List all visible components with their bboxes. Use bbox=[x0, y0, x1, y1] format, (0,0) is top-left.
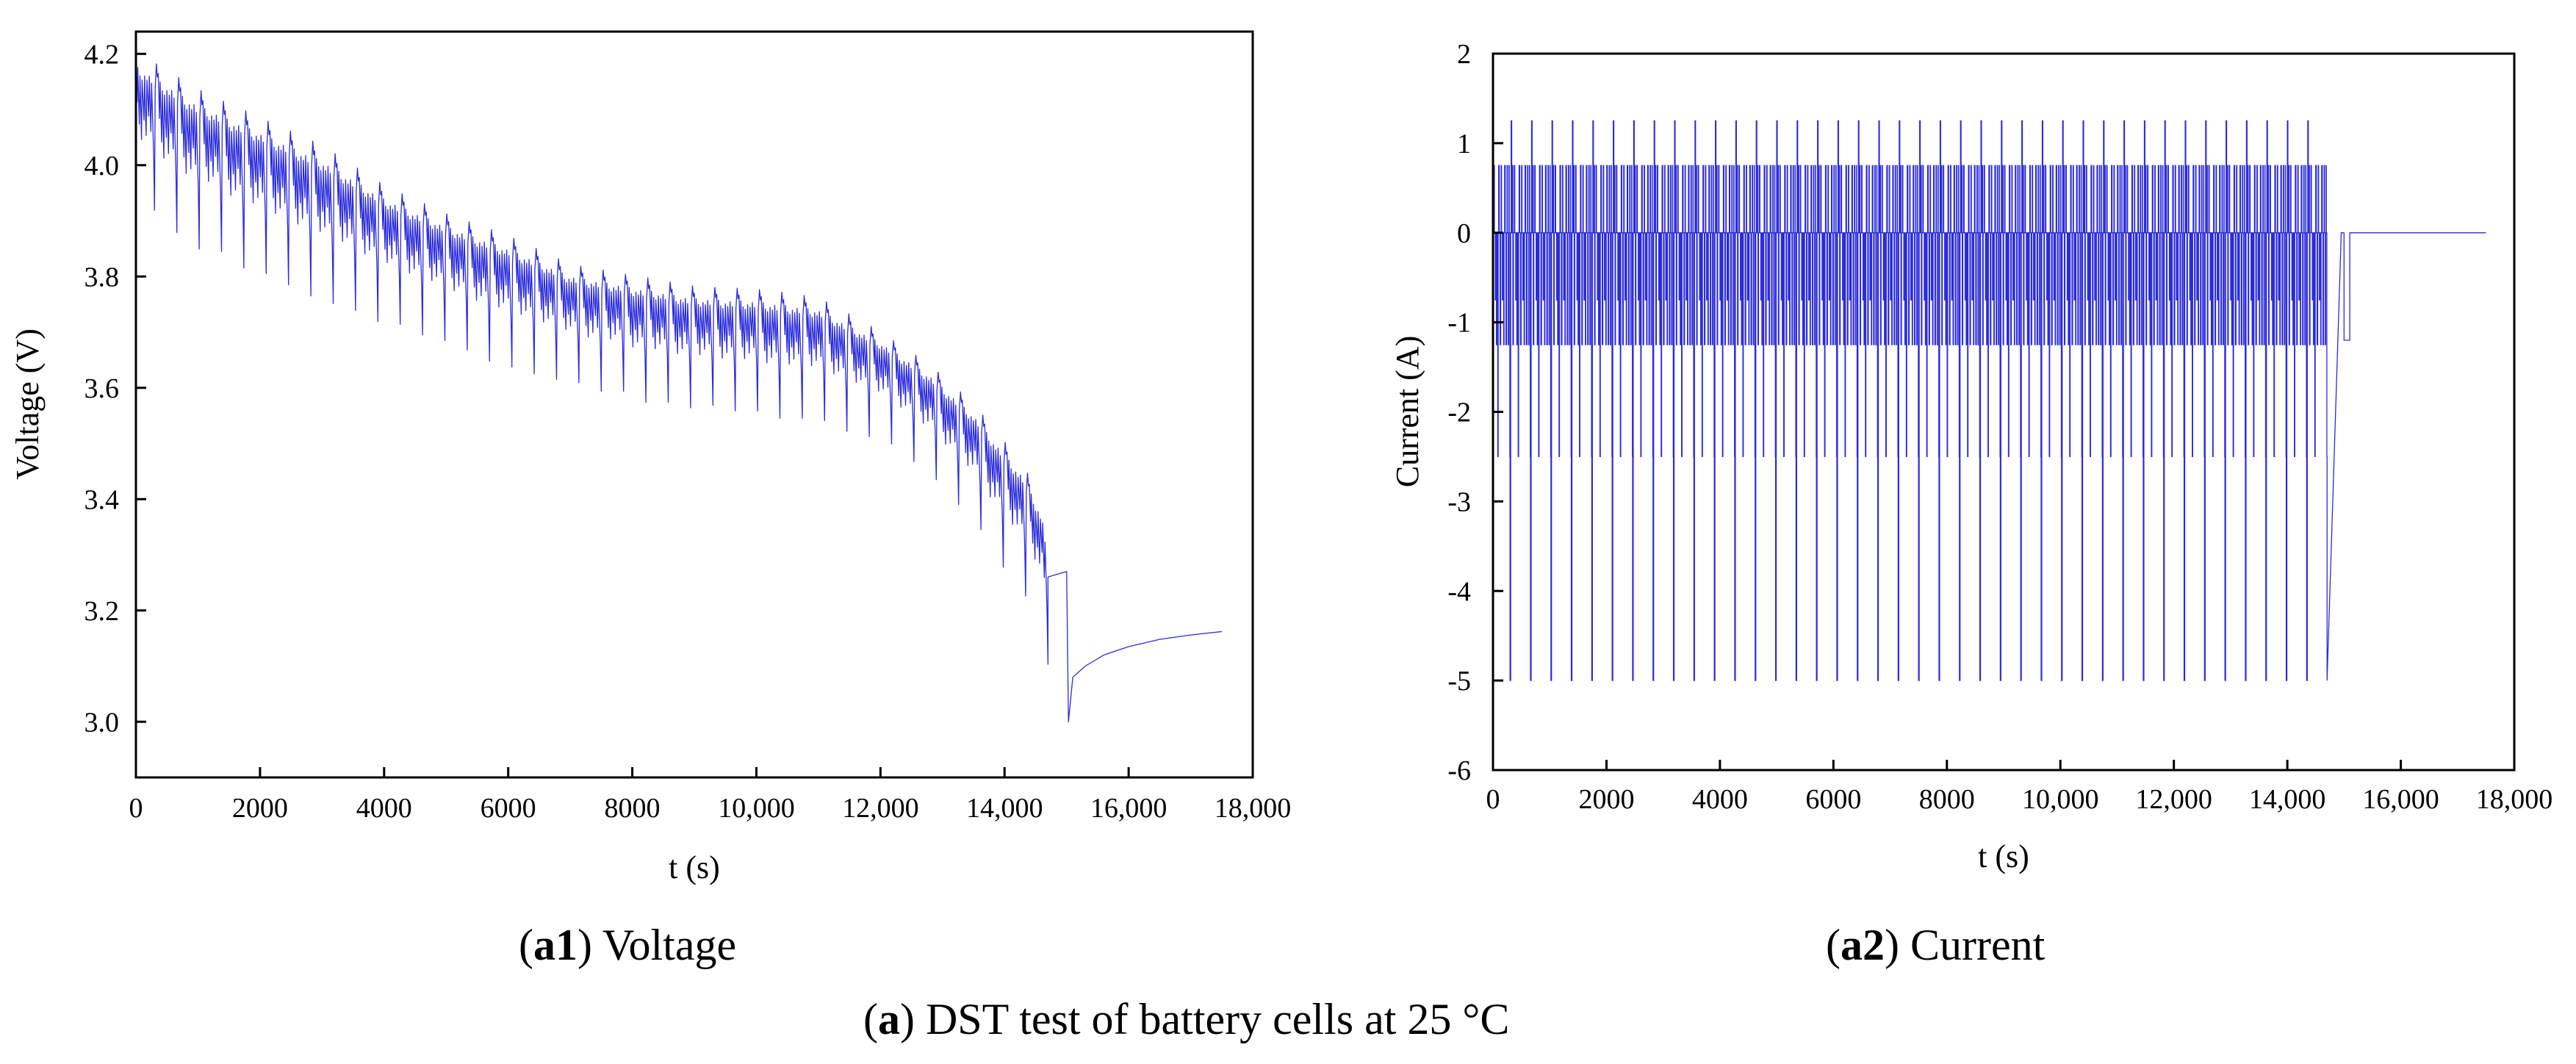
current-x-tick-label: 16,000 bbox=[2362, 784, 2439, 815]
voltage-x-tick-label: 6000 bbox=[481, 793, 536, 824]
voltage-x-tick-label: 14,000 bbox=[966, 793, 1043, 824]
current-x-tick-label: 8000 bbox=[1919, 784, 1975, 815]
voltage-x-tick-label: 12,000 bbox=[842, 793, 919, 824]
voltage-x-axis-label: t (s) bbox=[669, 849, 720, 885]
current-y-tick-label: -5 bbox=[1447, 666, 1471, 697]
current-x-tick-label: 12,000 bbox=[2135, 784, 2212, 815]
voltage-chart: 0 2000 4000 6000 8000 10,000 12,000 14,000 16,00… bbox=[10, 30, 1292, 885]
current-chart: 0 2000 4000 6000 8000 10,000 12,000 14,000 16,00… bbox=[1389, 39, 2552, 874]
voltage-y-tick-label: 3.4 bbox=[84, 484, 120, 515]
current-plot-frame bbox=[1492, 52, 2516, 772]
current-subcaption: (a2) Current bbox=[1826, 921, 2046, 969]
voltage-y-tick-label: 4.2 bbox=[84, 39, 120, 70]
current-y-tick-label: -6 bbox=[1447, 755, 1471, 786]
voltage-y-tick-label: 3.8 bbox=[84, 262, 120, 292]
current-y-tick-label: -3 bbox=[1447, 486, 1471, 517]
current-y-tick-label: 2 bbox=[1457, 39, 1471, 70]
current-x-tick-label: 6000 bbox=[1805, 784, 1861, 815]
voltage-subcaption: (a1) Voltage bbox=[519, 921, 737, 969]
voltage-x-tick-label: 4000 bbox=[356, 793, 412, 824]
current-y-axis-label: Current (A) bbox=[1389, 336, 1425, 488]
voltage-x-tick-label: 16,000 bbox=[1090, 793, 1168, 824]
current-series-line bbox=[1493, 120, 2486, 681]
current-y-tick-label: 1 bbox=[1457, 129, 1471, 159]
voltage-x-tick-label: 8000 bbox=[605, 793, 661, 824]
voltage-y-tick-label: 3.2 bbox=[84, 596, 120, 627]
voltage-y-tick-label: 3.6 bbox=[84, 373, 120, 404]
voltage-y-tick-label: 4.0 bbox=[84, 151, 120, 181]
current-y-tick-label: -4 bbox=[1447, 576, 1471, 607]
current-y-tick-label: 0 bbox=[1457, 218, 1471, 249]
current-x-tick-label: 10,000 bbox=[2022, 784, 2099, 815]
current-y-tick-label: -2 bbox=[1447, 398, 1471, 428]
voltage-y-tick-label: 3.0 bbox=[84, 707, 120, 738]
current-x-tick-label: 2000 bbox=[1578, 784, 1634, 815]
current-x-tick-label: 14,000 bbox=[2249, 784, 2326, 815]
voltage-x-tick-label: 2000 bbox=[232, 793, 288, 824]
current-x-tick-label: 18,000 bbox=[2476, 784, 2553, 815]
current-x-tick-label: 0 bbox=[1486, 784, 1500, 815]
current-x-axis-label: t (s) bbox=[1978, 838, 2029, 874]
voltage-x-tick-label: 18,000 bbox=[1215, 793, 1292, 824]
current-x-tick-label: 4000 bbox=[1692, 784, 1748, 815]
voltage-y-axis-label: Voltage (V) bbox=[10, 328, 46, 480]
voltage-x-tick-label: 0 bbox=[129, 793, 143, 824]
voltage-plot-frame bbox=[134, 30, 1254, 779]
voltage-series-line bbox=[135, 59, 1222, 722]
figure-caption: (a) DST test of battery cells at 25 °C bbox=[863, 995, 1510, 1043]
current-y-tick-label: -1 bbox=[1447, 308, 1471, 339]
voltage-x-tick-label: 10,000 bbox=[718, 793, 795, 824]
